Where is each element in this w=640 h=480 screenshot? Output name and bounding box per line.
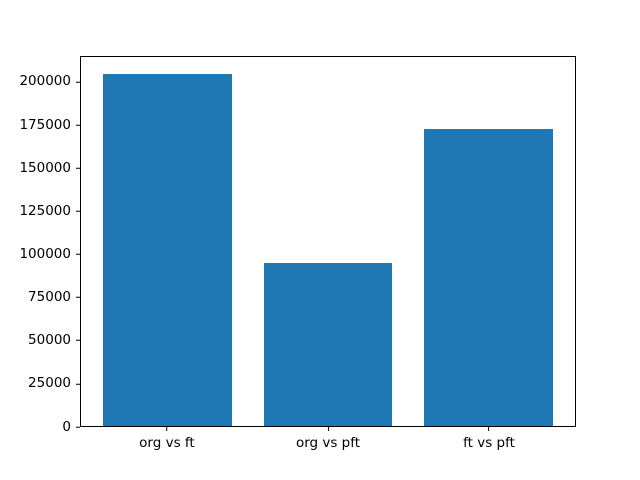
x-tick-2: ft vs pft [463,427,515,451]
x-tick-0: org vs ft [139,427,195,451]
y-axis: 0 25000 50000 75000 100000 125000 150000 175000… [0,56,80,433]
x-tick-mark [488,427,490,431]
y-tick-mark [76,383,80,385]
y-tick-label: 175000 [19,116,71,133]
y-tick-mark [76,167,80,169]
x-tick-label: ft vs pft [463,435,515,451]
bar-org-vs-ft [103,74,232,426]
y-tick-8: 200000 [19,75,80,89]
y-tick-label: 150000 [19,159,71,176]
y-tick-2: 50000 [28,331,80,348]
y-tick-3: 75000 [28,288,80,305]
y-tick-1: 25000 [28,377,80,391]
y-tick-4: 100000 [19,245,80,262]
x-tick-1: org vs pft [296,427,360,451]
y-tick-mark [76,253,80,255]
y-tick-label: 75000 [28,288,71,305]
y-tick-7: 175000 [19,118,80,132]
y-tick-label: 25000 [28,375,71,392]
bar-ft-vs-pft [424,129,553,426]
x-axis: org vs ft org vs pft ft vs pft [80,427,576,461]
bar-org-vs-pft [263,262,393,426]
plot-area [80,56,576,427]
y-tick-6: 150000 [19,161,80,175]
x-tick-label: org vs pft [295,435,361,451]
y-tick-label: 200000 [19,73,71,90]
y-tick-label: 0 [62,418,71,435]
y-tick-mark [76,426,80,428]
x-tick-mark [327,427,329,431]
y-tick-mark [76,340,80,342]
x-tick-label: org vs ft [139,435,195,451]
y-tick-mark [76,124,80,126]
y-tick-mark [76,297,80,299]
y-tick-5: 125000 [19,202,80,219]
y-tick-0: 0 [62,420,80,434]
y-tick-label: 100000 [19,245,71,262]
y-tick-label: 50000 [28,331,71,348]
y-tick-mark [76,210,80,212]
x-tick-mark [166,427,168,431]
y-tick-mark [76,81,80,83]
y-tick-label: 125000 [19,202,71,219]
